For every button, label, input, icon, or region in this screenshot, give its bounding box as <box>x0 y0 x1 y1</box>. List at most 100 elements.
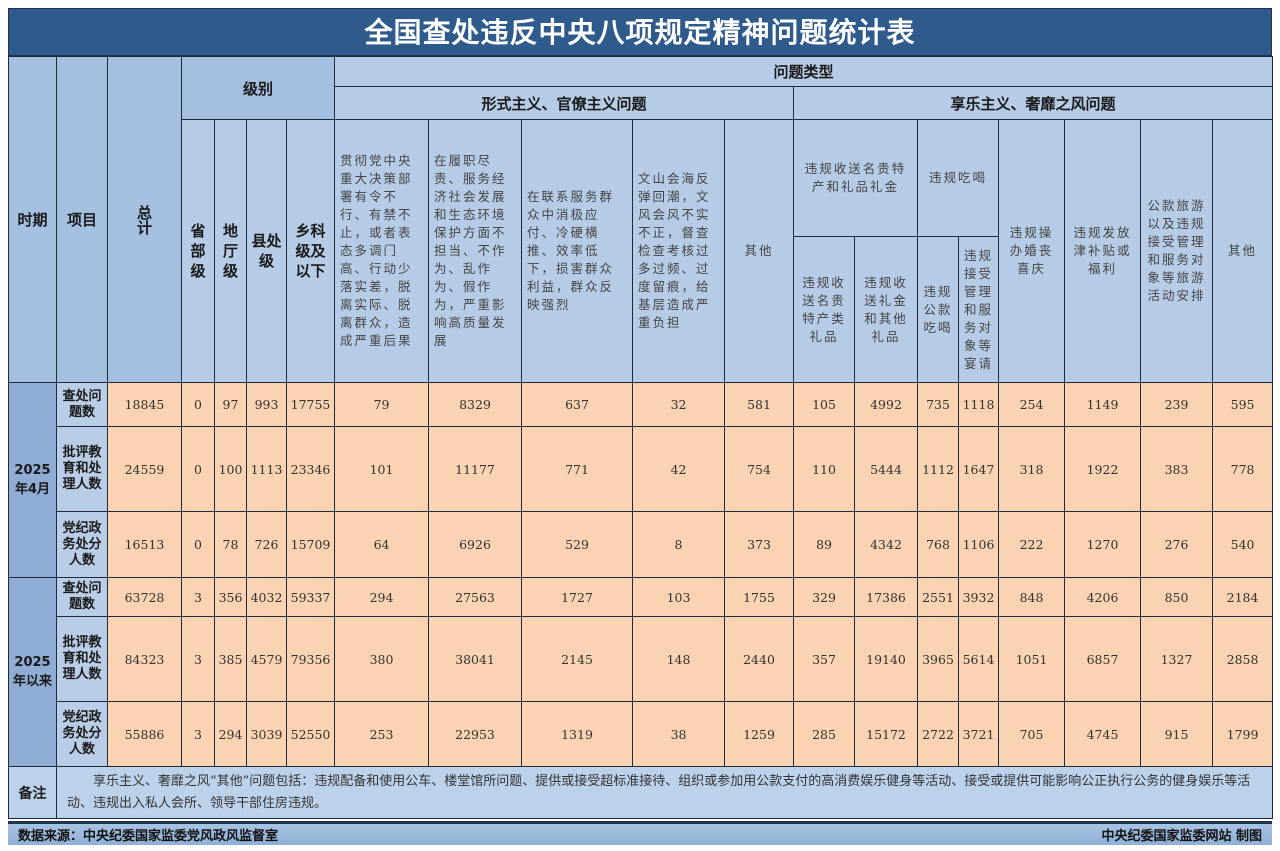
value-cell: 148 <box>632 616 726 702</box>
value-cell: 18845 <box>107 382 182 427</box>
value-cell: 1051 <box>998 616 1066 702</box>
item-cell: 批评教育和处理人数 <box>56 426 108 512</box>
value-cell: 285 <box>793 701 856 767</box>
value-cell: 915 <box>1140 701 1214 767</box>
value-cell: 2184 <box>1212 577 1274 617</box>
table-row: 2025年以来 查处问题数 63728 3 356 4032 59337 294 27563 17… <box>8 577 1274 767</box>
header-dining-public: 违规公款吃喝 <box>917 236 960 383</box>
header-period: 时期 <box>8 56 57 383</box>
header-level-county: 县处级 <box>246 119 287 383</box>
value-cell: 38041 <box>428 616 523 702</box>
chart-credit: 中央纪委国家监委网站 制图 <box>1101 829 1262 844</box>
value-cell: 22953 <box>428 701 523 767</box>
value-cell: 581 <box>724 382 795 427</box>
value-cell: 529 <box>521 511 634 578</box>
value-cell: 101 <box>334 426 430 512</box>
footer-bar: 数据来源：中央纪委国家监委党风政风监督室 中央纪委国家监委网站 制图 <box>8 821 1272 845</box>
value-cell: 1727 <box>521 577 634 617</box>
header-total: 总计 <box>107 56 182 383</box>
value-cell: 2145 <box>521 616 634 702</box>
value-cell: 239 <box>1140 382 1214 427</box>
value-cell: 6926 <box>428 511 523 578</box>
value-cell: 78 <box>214 511 247 578</box>
header-hedonism-group: 享乐主义、奢靡之风问题 <box>793 86 1274 120</box>
value-cell: 3721 <box>958 701 1000 767</box>
header-gifts-specialty: 违规收送名贵特产类礼品 <box>793 236 856 383</box>
value-cell: 1118 <box>958 382 1000 427</box>
value-cell: 84323 <box>107 616 182 702</box>
value-cell: 97 <box>214 382 247 427</box>
value-cell: 848 <box>998 577 1066 617</box>
period-cell: 2025年4月 <box>8 382 57 578</box>
value-cell: 3 <box>181 701 215 767</box>
table-title: 全国查处违反中央八项规定精神问题统计表 <box>8 8 1272 56</box>
value-cell: 15172 <box>854 701 919 767</box>
stats-table-container: 全国查处违反中央八项规定精神问题统计表 时期 项目 总计 级别 问题类型 形式主… <box>8 8 1274 845</box>
data-source: 数据来源：中央纪委国家监委党风政风监督室 <box>18 829 279 844</box>
value-cell: 380 <box>334 616 430 702</box>
value-cell: 100 <box>214 426 247 512</box>
value-cell: 32 <box>632 382 726 427</box>
value-cell: 1106 <box>958 511 1000 578</box>
value-cell: 4206 <box>1064 577 1142 617</box>
value-cell: 4745 <box>1064 701 1142 767</box>
value-cell: 3 <box>181 616 215 702</box>
value-cell: 4032 <box>246 577 287 617</box>
value-cell: 2858 <box>1212 616 1274 702</box>
value-cell: 0 <box>181 511 215 578</box>
header-level-prefectural: 地厅级 <box>214 119 247 383</box>
value-cell: 4579 <box>246 616 287 702</box>
header-gifts-group: 违规收送名贵特产和礼品礼金 <box>793 119 919 237</box>
header-formalism-meetings: 文山会海反弹回潮，文风会风不实不正，督查检查考核过多过频、过度留痕，给基层造成严… <box>632 119 726 383</box>
value-cell: 383 <box>1140 426 1214 512</box>
value-cell: 993 <box>246 382 287 427</box>
header-formalism-group: 形式主义、官僚主义问题 <box>334 86 795 120</box>
value-cell: 1647 <box>958 426 1000 512</box>
header-level-group: 级别 <box>180 56 336 120</box>
value-cell: 1799 <box>1212 701 1274 767</box>
header-item: 项目 <box>56 56 108 383</box>
header-dining-banquet: 违规接受管理和服务对象等宴请 <box>958 236 1000 383</box>
value-cell: 768 <box>917 511 960 578</box>
value-cell: 2722 <box>917 701 960 767</box>
value-cell: 103 <box>632 577 726 617</box>
header-weddings-funerals: 违规操办婚丧喜庆 <box>998 119 1066 383</box>
item-cell: 批评教育和处理人数 <box>56 616 108 702</box>
value-cell: 8 <box>632 511 726 578</box>
value-cell: 771 <box>521 426 634 512</box>
value-cell: 1259 <box>724 701 795 767</box>
value-cell: 4342 <box>854 511 919 578</box>
header-level-provincial: 省部级 <box>181 119 215 383</box>
header-formalism-other: 其他 <box>724 119 795 383</box>
stats-table: 时期 项目 总计 级别 问题类型 形式主义、官僚主义问题 享乐主义、奢靡之风问题… <box>8 56 1274 819</box>
header-formalism-duty: 在履职尽责、服务经济社会发展和生态环境保护方面不担当、不作为、乱作为、假作为，严… <box>428 119 523 383</box>
value-cell: 3039 <box>246 701 287 767</box>
header-level-township: 乡科级及以下 <box>285 119 336 383</box>
value-cell: 373 <box>724 511 795 578</box>
value-cell: 27563 <box>428 577 523 617</box>
note-text: 享乐主义、奢靡之风“其他”问题包括：违规配备和使用公车、楼堂馆所问题、提供或接受… <box>55 766 1274 819</box>
value-cell: 595 <box>1212 382 1274 427</box>
value-cell: 385 <box>214 616 247 702</box>
value-cell: 2551 <box>917 577 960 617</box>
value-cell: 294 <box>214 701 247 767</box>
value-cell: 540 <box>1212 511 1274 578</box>
value-cell: 1922 <box>1064 426 1142 512</box>
value-cell: 1149 <box>1064 382 1142 427</box>
value-cell: 16513 <box>107 511 182 578</box>
value-cell: 1270 <box>1064 511 1142 578</box>
value-cell: 294 <box>334 577 430 617</box>
value-cell: 79 <box>334 382 430 427</box>
value-cell: 1755 <box>724 577 795 617</box>
value-cell: 2440 <box>724 616 795 702</box>
value-cell: 222 <box>998 511 1066 578</box>
header-dining-group: 违规吃喝 <box>917 119 1000 237</box>
value-cell: 253 <box>334 701 430 767</box>
item-cell: 查处问题数 <box>56 382 108 427</box>
value-cell: 5444 <box>854 426 919 512</box>
value-cell: 705 <box>998 701 1066 767</box>
value-cell: 1113 <box>246 426 287 512</box>
value-cell: 15709 <box>285 511 336 578</box>
value-cell: 89 <box>793 511 856 578</box>
value-cell: 1112 <box>917 426 960 512</box>
